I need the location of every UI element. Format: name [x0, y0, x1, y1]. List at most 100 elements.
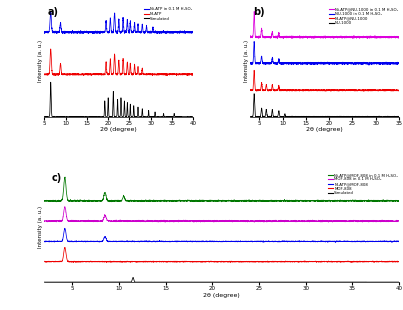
NU-1000 in 0.1 M H₂SO₄	[311, 62, 316, 66]
MOF-808 in 0.1 M H₂SO₄	[42, 219, 47, 223]
MOF-808	[62, 246, 67, 249]
Ni-ATP	[188, 73, 193, 77]
Ni-ATP in 0.1 M H₂SO₄	[188, 30, 193, 34]
Ni-ATP@MOF-808 in 0.1 M H₂SO₄	[62, 175, 67, 179]
Ni-ATP	[42, 72, 47, 76]
Ni-ATP@MOF-808	[83, 240, 87, 243]
Ni-ATP in 0.1 M H₂SO₄	[99, 30, 104, 34]
MOF-808	[178, 260, 183, 264]
MOF-808	[390, 260, 395, 264]
NU-1000	[305, 115, 310, 118]
NU-1000	[311, 114, 316, 118]
MOF-808	[83, 260, 87, 264]
NU-1000 in 0.1 M H₂SO₄	[251, 40, 256, 43]
Y-axis label: Intensity (a. u.): Intensity (a. u.)	[38, 206, 43, 248]
Ni-ATP@MOF-808 in 0.1 M H₂SO₄	[390, 199, 395, 202]
Simulated	[106, 99, 110, 102]
Ni-ATP@NU-1000 in 0.1 M H₂SO₄	[311, 35, 316, 39]
NU-1000	[252, 92, 257, 95]
Text: c): c)	[52, 173, 62, 183]
Ni-ATP@NU-1000 in 0.1 M H₂SO₄	[305, 35, 310, 39]
Ni-ATP@NU-1000	[252, 69, 257, 72]
MOF-808	[351, 259, 356, 263]
Ni-ATP@NU-1000	[285, 89, 289, 93]
MOF-808 in 0.1 M H₂SO₄	[191, 220, 196, 224]
NU-1000	[394, 115, 399, 118]
Ni-ATP@NU-1000 in 0.1 M H₂SO₄	[265, 35, 270, 39]
NU-1000	[265, 113, 270, 117]
Simulated	[104, 280, 108, 284]
Ni-ATP	[150, 73, 155, 77]
NU-1000 in 0.1 M H₂SO₄	[378, 61, 382, 65]
Ni-ATP in 0.1 M H₂SO₄	[106, 30, 110, 34]
Simulated	[59, 115, 64, 118]
Line: Ni-ATP@NU-1000: Ni-ATP@NU-1000	[250, 70, 399, 91]
X-axis label: 2θ (degree): 2θ (degree)	[203, 293, 240, 298]
Ni-ATP@MOF-808 in 0.1 M H₂SO₄	[328, 200, 333, 204]
Ni-ATP@MOF-808 in 0.1 M H₂SO₄	[178, 199, 183, 203]
NU-1000	[273, 115, 278, 118]
Text: a): a)	[47, 7, 58, 17]
Line: NU-1000 in 0.1 M H₂SO₄: NU-1000 in 0.1 M H₂SO₄	[250, 42, 399, 65]
MOF-808 in 0.1 M H₂SO₄	[193, 219, 198, 223]
MOF-808 in 0.1 M H₂SO₄	[178, 219, 183, 223]
Ni-ATP@MOF-808	[193, 239, 198, 243]
Ni-ATP	[106, 73, 110, 76]
MOF-808 in 0.1 M H₂SO₄	[351, 219, 356, 223]
Text: b): b)	[253, 7, 264, 17]
Simulated	[42, 280, 47, 284]
Ni-ATP in 0.1 M H₂SO₄	[48, 10, 53, 13]
Legend: Ni-ATP@NU-1000 in 0.1 M H₂SO₄, NU-1000 in 0.1 M H₂SO₄, Ni-ATP@NU-1000, NU-1000: Ni-ATP@NU-1000 in 0.1 M H₂SO₄, NU-1000 i…	[328, 7, 398, 25]
Simulated	[99, 115, 104, 118]
Ni-ATP	[68, 72, 73, 76]
Ni-ATP@MOF-808	[397, 239, 401, 243]
Simulated	[188, 115, 193, 118]
Ni-ATP@NU-1000	[265, 87, 270, 91]
Ni-ATP in 0.1 M H₂SO₄	[114, 32, 119, 36]
Ni-ATP@NU-1000	[397, 89, 401, 92]
MOF-808 in 0.1 M H₂SO₄	[397, 219, 401, 223]
Simulated	[131, 276, 135, 279]
Simulated	[68, 115, 73, 118]
Ni-ATP in 0.1 M H₂SO₄	[59, 28, 64, 32]
Legend: Ni-ATP@MOF-808 in 0.1 M H₂SO₄, MOF-808 in 0.1 M H₂SO₄, Ni-ATP@MOF-808, MOF-808, : Ni-ATP@MOF-808 in 0.1 M H₂SO₄, MOF-808 i…	[328, 173, 398, 196]
Line: Simulated: Simulated	[44, 82, 193, 117]
Line: Ni-ATP: Ni-ATP	[44, 49, 193, 75]
Ni-ATP@MOF-808	[62, 226, 67, 230]
Ni-ATP@NU-1000 in 0.1 M H₂SO₄	[252, 10, 257, 13]
Ni-ATP@MOF-808 in 0.1 M H₂SO₄	[104, 193, 108, 197]
NU-1000 in 0.1 M H₂SO₄	[305, 62, 310, 66]
Simulated	[351, 280, 356, 284]
Simulated	[193, 280, 198, 284]
Ni-ATP	[191, 73, 196, 76]
Line: MOF-808 in 0.1 M H₂SO₄: MOF-808 in 0.1 M H₂SO₄	[44, 207, 399, 222]
MOF-808	[397, 260, 401, 264]
MOF-808 in 0.1 M H₂SO₄	[62, 205, 67, 209]
Line: Ni-ATP in 0.1 M H₂SO₄: Ni-ATP in 0.1 M H₂SO₄	[44, 11, 193, 34]
Line: Ni-ATP@NU-1000 in 0.1 M H₂SO₄: Ni-ATP@NU-1000 in 0.1 M H₂SO₄	[250, 11, 399, 38]
NU-1000 in 0.1 M H₂SO₄	[397, 61, 401, 65]
Simulated	[82, 280, 87, 284]
NU-1000 in 0.1 M H₂SO₄	[265, 61, 270, 65]
Simulated	[42, 115, 47, 118]
NU-1000	[397, 115, 401, 118]
Ni-ATP@MOF-808 in 0.1 M H₂SO₄	[193, 198, 198, 202]
X-axis label: 2θ (degree): 2θ (degree)	[100, 127, 137, 132]
Y-axis label: Intensity (a. u.): Intensity (a. u.)	[243, 40, 249, 82]
Ni-ATP	[48, 47, 53, 51]
MOF-808 in 0.1 M H₂SO₄	[104, 216, 108, 219]
Ni-ATP@MOF-808	[351, 240, 356, 243]
Ni-ATP in 0.1 M H₂SO₄	[191, 31, 196, 35]
Ni-ATP@NU-1000 in 0.1 M H₂SO₄	[394, 34, 399, 38]
Simulated	[42, 115, 47, 118]
NU-1000 in 0.1 M H₂SO₄	[394, 61, 399, 65]
Ni-ATP in 0.1 M H₂SO₄	[68, 31, 73, 34]
Line: MOF-808: MOF-808	[44, 247, 399, 262]
Simulated	[172, 113, 177, 117]
Ni-ATP in 0.1 M H₂SO₄	[172, 30, 177, 34]
Simulated	[178, 280, 183, 284]
Line: Ni-ATP@MOF-808: Ni-ATP@MOF-808	[44, 228, 399, 242]
Ni-ATP@NU-1000 in 0.1 M H₂SO₄	[247, 36, 252, 40]
X-axis label: 2θ (degree): 2θ (degree)	[306, 127, 343, 132]
Ni-ATP@NU-1000	[394, 89, 399, 92]
